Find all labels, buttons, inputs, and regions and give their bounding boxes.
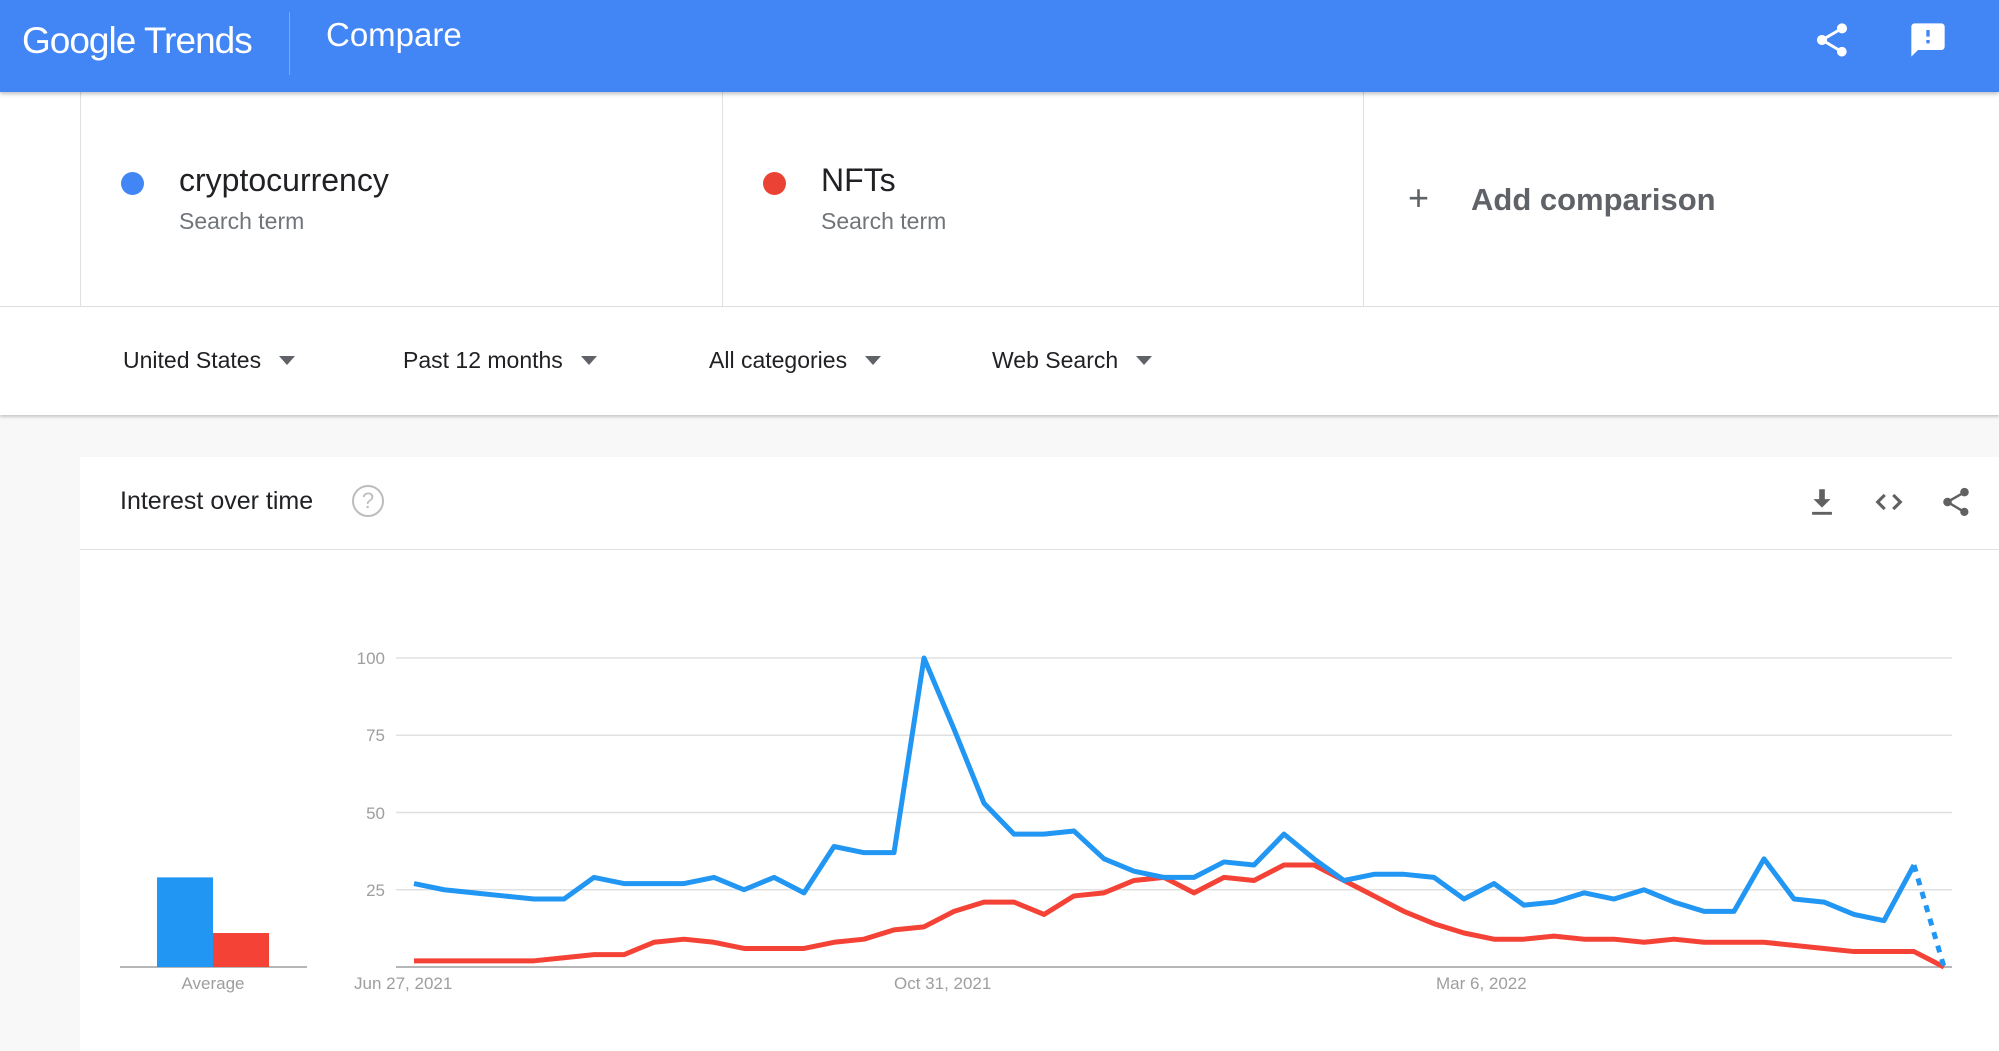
series-color-dot [763,172,786,195]
y-tick-label: 50 [366,804,385,823]
series-line [414,862,1946,970]
average-bar [213,933,269,967]
caret-down-icon [865,356,882,365]
share-icon[interactable] [1812,20,1852,60]
term-name: cryptocurrency [179,162,389,198]
x-tick-label: Mar 6, 2022 [1436,974,1527,993]
filter-bar: United States Past 12 months All categor… [0,307,1999,415]
x-tick-label: Oct 31, 2021 [894,974,991,993]
plus-icon: + [1408,177,1430,218]
page-title: Compare [326,16,462,53]
partial-data-segment [1911,864,1947,968]
term-card-cryptocurrency[interactable]: cryptocurrency Search term [80,92,722,307]
download-icon[interactable] [1805,485,1839,519]
embed-icon[interactable] [1872,485,1906,519]
term-card-nfts[interactable]: NFTs Search term [722,92,1363,307]
x-tick-label: Jun 27, 2021 [354,974,452,993]
caret-down-icon [1136,356,1153,365]
y-tick-label: 100 [357,649,385,668]
y-tick-label: 25 [366,881,385,900]
google-trends-logo[interactable]: Google Trends [22,20,253,61]
comparison-terms: cryptocurrency Search term NFTs Search t… [0,92,1999,307]
search-type-dropdown[interactable]: Web Search [992,347,1153,374]
feedback-icon[interactable] [1908,20,1948,60]
help-icon[interactable]: ? [352,485,384,517]
category-dropdown[interactable]: All categories [709,347,882,374]
interest-over-time-card: Interest over time ? [80,457,1999,1051]
series-color-dot [121,172,144,195]
caret-down-icon [279,356,296,365]
average-bar [157,877,213,967]
y-tick-label: 75 [366,726,385,745]
card-title: Interest over time [120,487,314,515]
term-type: Search term [179,208,305,234]
share-icon[interactable] [1939,485,1973,519]
app-header: Google Trends Compare [0,0,1999,92]
time-range-dropdown[interactable]: Past 12 months [403,347,597,374]
header-divider [289,12,290,75]
region-dropdown[interactable]: United States [123,347,296,374]
term-name: NFTs [821,162,896,198]
caret-down-icon [580,356,597,365]
average-label: Average [181,974,244,993]
add-comparison-button[interactable]: + Add comparison [1363,92,1999,307]
card-divider [80,549,1999,550]
series-line [413,655,1917,924]
term-type: Search term [821,208,947,234]
